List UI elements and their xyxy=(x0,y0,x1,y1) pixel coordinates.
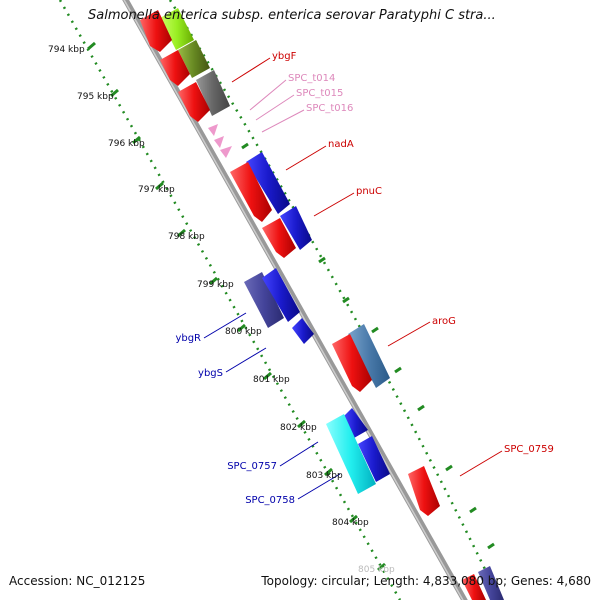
feature-pnuC-blue xyxy=(280,206,312,250)
feature-olive-1 xyxy=(178,40,210,78)
tick-label: 802 kbp xyxy=(280,423,317,433)
gene-label-SPC_0757[interactable]: SPC_0757 xyxy=(227,461,277,472)
feature-red-ybgF-1 xyxy=(160,50,190,86)
feature-nadA-red xyxy=(230,162,272,222)
feature-aroG-steel xyxy=(348,324,390,388)
tick-label: 805 kbp xyxy=(358,565,395,575)
tick-label: 798 kbp xyxy=(168,232,205,242)
gene-label-SPC_0759[interactable]: SPC_0759 xyxy=(504,444,554,455)
feature-ybgR-navy xyxy=(244,272,284,328)
gene-label-SPC_t015[interactable]: SPC_t015 xyxy=(296,88,343,99)
gene-label-SPC_t016[interactable]: SPC_t016 xyxy=(306,103,353,114)
tick-label: 803 kbp xyxy=(306,471,343,481)
feature-ybgS-blue xyxy=(292,318,314,344)
tick-label: 799 kbp xyxy=(197,280,234,290)
gene-label-ybgR[interactable]: ybgR xyxy=(175,333,201,344)
tick-label: 794 kbp xyxy=(48,45,85,55)
gene-labels: ybgF SPC_t014 SPC_t015 SPC_t016 nadA pnu… xyxy=(175,51,553,506)
gene-label-SPC_0758[interactable]: SPC_0758 xyxy=(245,495,295,506)
tick-label: 797 kbp xyxy=(138,185,175,195)
tick-label: 800 kbp xyxy=(225,327,262,337)
tick-label: 804 kbp xyxy=(332,518,369,528)
gene-label-ybgF[interactable]: ybgF xyxy=(272,51,297,62)
feature-grey-ybgF xyxy=(196,70,230,116)
tick-label: 801 kbp xyxy=(253,375,290,385)
page-title: Salmonella enterica subsp. enterica sero… xyxy=(88,8,496,23)
feature-red-top-1 xyxy=(140,10,172,52)
label-connectors xyxy=(203,57,503,500)
feature-nadA-blue xyxy=(246,152,290,214)
kbp-tick-labels: 794 kbp 795 kbp 796 kbp 797 kbp 798 kbp … xyxy=(48,45,395,575)
feature-bottom-navy xyxy=(478,566,504,600)
feature-SPC0759-red xyxy=(408,466,440,516)
trna-t015 xyxy=(214,136,224,148)
feature-SPC0757-cyan xyxy=(326,414,376,494)
features xyxy=(140,8,504,600)
trna-t016 xyxy=(220,146,232,158)
feature-red-ybgF-2 xyxy=(178,82,210,122)
tick-label: 795 kbp xyxy=(77,92,114,102)
gene-label-SPC_t014[interactable]: SPC_t014 xyxy=(288,73,335,84)
inner-tick-track xyxy=(58,0,402,600)
gene-label-pnuC[interactable]: pnuC xyxy=(356,186,382,197)
feature-lime-1 xyxy=(160,8,194,50)
feature-aroG-red xyxy=(332,334,372,392)
tick-label: 796 kbp xyxy=(108,139,145,149)
backbone xyxy=(122,0,468,600)
feature-SPC0758-blue xyxy=(358,436,390,482)
trna-t014 xyxy=(208,124,218,136)
gene-label-nadA[interactable]: nadA xyxy=(328,139,354,150)
gene-label-aroG[interactable]: aroG xyxy=(432,316,456,327)
feature-ybgR-blue xyxy=(262,268,300,322)
feature-pnuC-red xyxy=(262,218,296,258)
feature-bottom-red xyxy=(462,574,486,600)
gene-label-ybgS[interactable]: ybgS xyxy=(198,368,223,379)
topology-text: Topology: circular; Length: 4,833,080 bp… xyxy=(261,574,591,588)
accession-text: Accession: NC_012125 xyxy=(9,574,146,588)
feature-SPC0757-blue xyxy=(344,408,368,438)
tick-tracks xyxy=(58,0,502,600)
kbp-tick-marks xyxy=(87,41,386,572)
